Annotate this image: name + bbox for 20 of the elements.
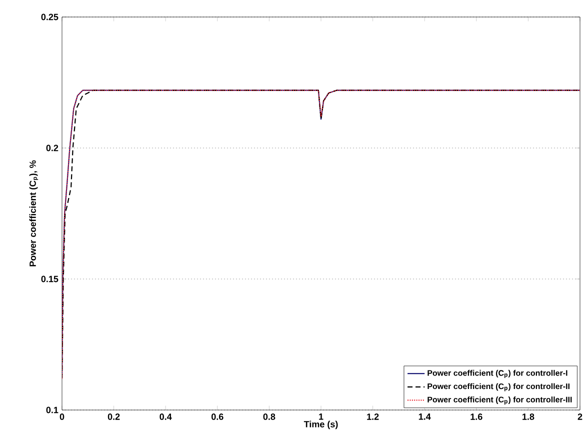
legend-label: Power coefficient (C$_{p}$) for controller-III [428,396,572,405]
legend-label: Power coefficient (C$_{p}$) for controller-I [428,370,568,378]
y-tick-label: 0.15 [41,276,58,282]
x-tick-label: 1.6 [470,414,482,420]
x-tick-label: 0.4 [160,414,172,420]
x-tick-label: 0.8 [263,414,276,420]
x-tick-label: 0.2 [108,414,120,420]
y-tick-label: 0.1 [46,406,58,414]
y-tick-label: 0.2 [46,144,58,152]
x-axis-title: Time (s) [304,420,338,430]
x-tick-label: 0 [60,414,64,420]
x-tick-label: 1.4 [418,414,431,420]
x-tick-label: 1.2 [367,414,379,420]
legend-label: Power coefficient (C$_{p}$) for controller-II [428,383,570,392]
x-tick-label: 2 [578,414,582,420]
x-tick-label: 1.8 [522,414,534,420]
y-tick-label: 0.25 [41,14,58,20]
y-axis-title: Power coefficient (C$_{p}$), % [29,160,38,266]
x-tick-label: 0.6 [212,414,224,420]
x-tick-label: 1 [319,414,324,420]
